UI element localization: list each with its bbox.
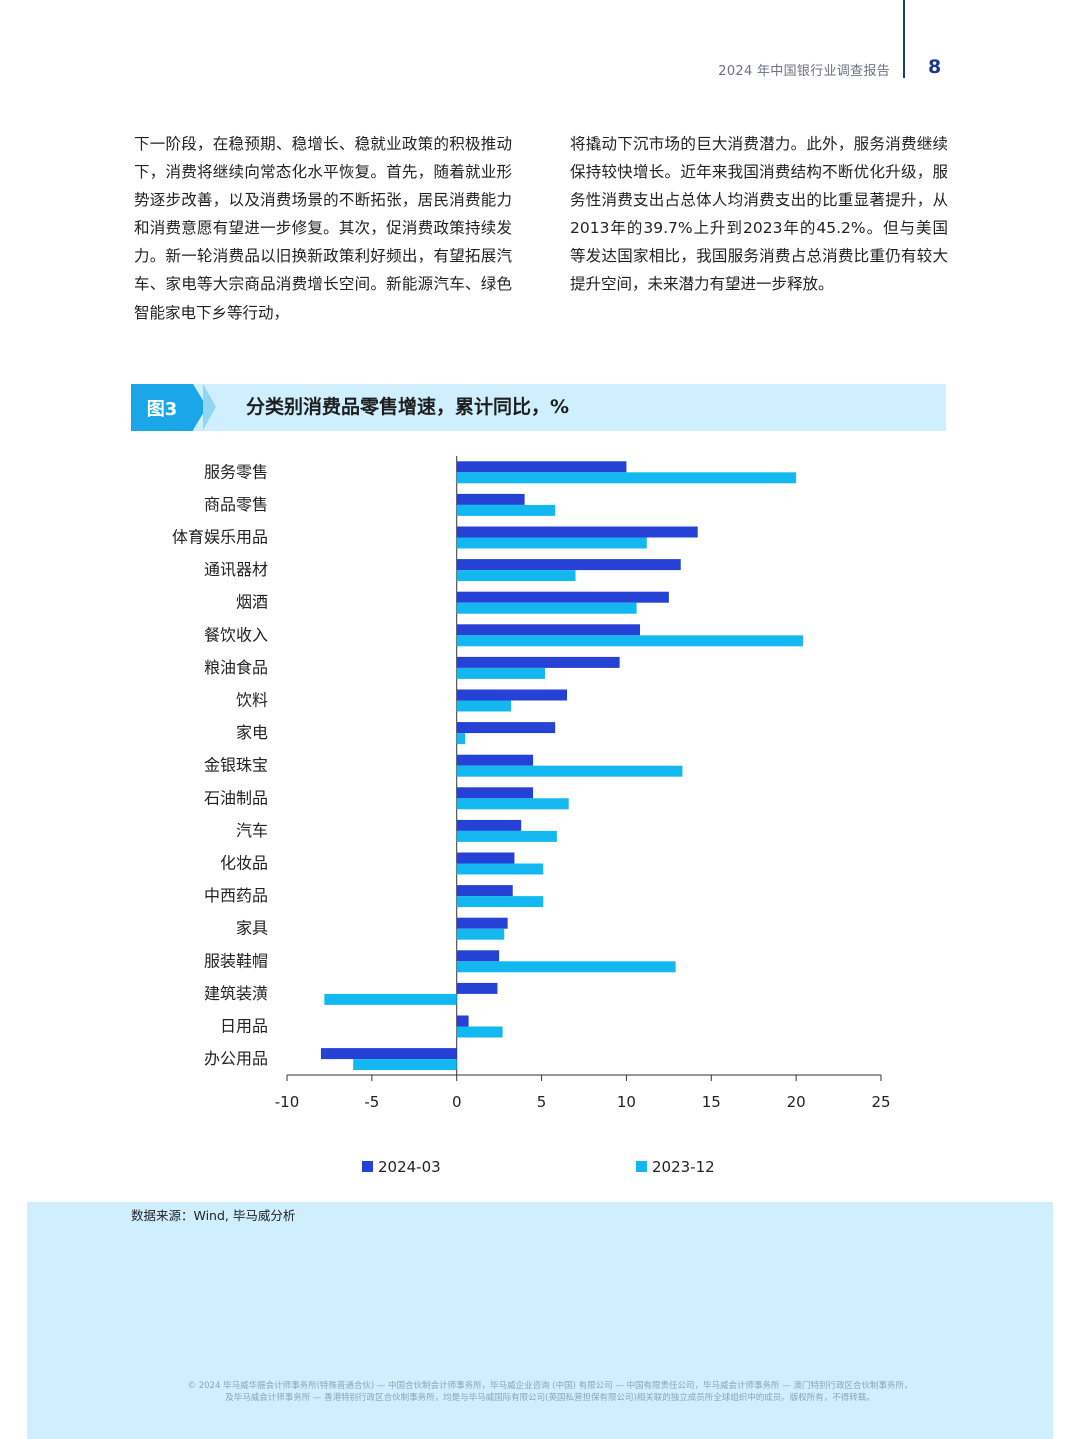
x-tick-label: 20 xyxy=(787,1093,806,1111)
bar-2024-03 xyxy=(456,689,568,701)
source-panel xyxy=(27,1202,1053,1439)
bar-chart: 服务零售商品零售体育娱乐用品通讯器材烟酒餐饮收入粮油食品饮料家电金银珠宝石油制品… xyxy=(172,456,891,1176)
bar-2024-03 xyxy=(456,885,513,897)
bar-2023-12 xyxy=(456,635,803,647)
bar-2023-12 xyxy=(353,1059,457,1071)
category-label: 金银珠宝 xyxy=(204,756,268,775)
header-divider xyxy=(903,0,905,78)
category-label: 饮料 xyxy=(236,691,268,710)
bar-2024-03 xyxy=(456,559,681,571)
body-paragraph-right: 将撬动下沉市场的巨大消费潜力。此外，服务消费继续保持较快增长。近年来我国消费结构… xyxy=(570,135,948,294)
bar-2024-03 xyxy=(456,819,522,831)
category-label: 办公用品 xyxy=(204,1049,268,1068)
bar-2024-03 xyxy=(456,591,669,603)
bar-2023-12 xyxy=(456,700,512,712)
category-label: 通讯器材 xyxy=(204,560,268,579)
x-tick-label: 0 xyxy=(452,1093,462,1111)
figure-tag-arrow-light xyxy=(203,384,216,430)
bar-2023-12 xyxy=(456,667,545,679)
bar-2024-03 xyxy=(456,852,515,864)
bar-2023-12 xyxy=(456,504,556,516)
page-number: 8 xyxy=(928,56,942,78)
category-label: 化妆品 xyxy=(220,854,268,873)
bar-2023-12 xyxy=(456,863,544,875)
bar-2024-03 xyxy=(456,1015,469,1027)
bar-2024-03 xyxy=(456,950,500,962)
category-label: 汽车 xyxy=(236,821,268,840)
body-paragraph-left: 下一阶段，在稳预期、稳增长、稳就业政策的积极推动下，消费将继续向常态化水平恢复。… xyxy=(134,135,512,322)
bar-2024-03 xyxy=(456,656,620,668)
x-tick-label: -10 xyxy=(275,1093,300,1111)
figure-tag: 图3 xyxy=(131,384,193,431)
category-label: 服装鞋帽 xyxy=(204,951,268,970)
bar-2024-03 xyxy=(456,982,498,994)
copyright-footer: © 2024 毕马威华振会计师事务所(特殊普通合伙) — 中国合伙制会计师事务所… xyxy=(187,1381,913,1403)
category-label: 烟酒 xyxy=(236,593,268,612)
legend-swatch xyxy=(636,1161,647,1172)
bar-2023-12 xyxy=(456,928,505,940)
x-tick-label: 15 xyxy=(702,1093,721,1111)
bar-2024-03 xyxy=(456,787,534,799)
bar-2024-03 xyxy=(456,461,627,473)
figure-banner xyxy=(131,384,946,431)
category-label: 餐饮收入 xyxy=(204,625,268,644)
bar-2023-12 xyxy=(456,733,466,745)
x-tick-label: -5 xyxy=(364,1093,379,1111)
legend-label: 2023-12 xyxy=(652,1158,715,1176)
category-label: 石油制品 xyxy=(204,788,268,807)
bar-2023-12 xyxy=(456,537,647,549)
bar-2023-12 xyxy=(456,798,569,810)
category-label: 家电 xyxy=(236,723,268,742)
bar-2023-12 xyxy=(456,602,637,614)
data-source: 数据来源：Wind, 毕马威分析 xyxy=(131,1208,296,1223)
bar-2023-12 xyxy=(456,472,797,484)
bar-2023-12 xyxy=(456,570,576,582)
category-label: 家具 xyxy=(236,919,268,938)
bar-2024-03 xyxy=(456,722,556,734)
category-label: 体育娱乐用品 xyxy=(172,528,268,547)
category-label: 粮油食品 xyxy=(204,658,268,677)
bar-2024-03 xyxy=(456,493,525,505)
bar-2024-03 xyxy=(456,526,698,538)
bar-2023-12 xyxy=(456,765,683,777)
legend-label: 2024-03 xyxy=(378,1158,441,1176)
bar-2024-03 xyxy=(320,1048,457,1060)
bar-2023-12 xyxy=(456,830,557,842)
bar-2023-12 xyxy=(456,896,544,908)
x-tick-label: 10 xyxy=(617,1093,636,1111)
legend-swatch xyxy=(362,1161,373,1172)
bar-2024-03 xyxy=(456,624,641,636)
category-label: 商品零售 xyxy=(204,495,268,514)
bar-2023-12 xyxy=(456,961,676,973)
bar-2024-03 xyxy=(456,754,534,766)
report-title: 2024 年中国银行业调查报告 xyxy=(718,64,890,79)
category-label: 日用品 xyxy=(220,1017,268,1036)
bar-2023-12 xyxy=(324,993,457,1005)
bar-2024-03 xyxy=(456,917,508,929)
category-label: 服务零售 xyxy=(204,462,268,481)
figure-title: 分类别消费品零售增速，累计同比，% xyxy=(246,396,570,418)
category-label: 中西药品 xyxy=(204,886,268,905)
x-tick-label: 25 xyxy=(871,1093,890,1111)
bar-2023-12 xyxy=(456,1026,503,1038)
x-tick-label: 5 xyxy=(537,1093,547,1111)
category-label: 建筑装潢 xyxy=(204,984,268,1003)
